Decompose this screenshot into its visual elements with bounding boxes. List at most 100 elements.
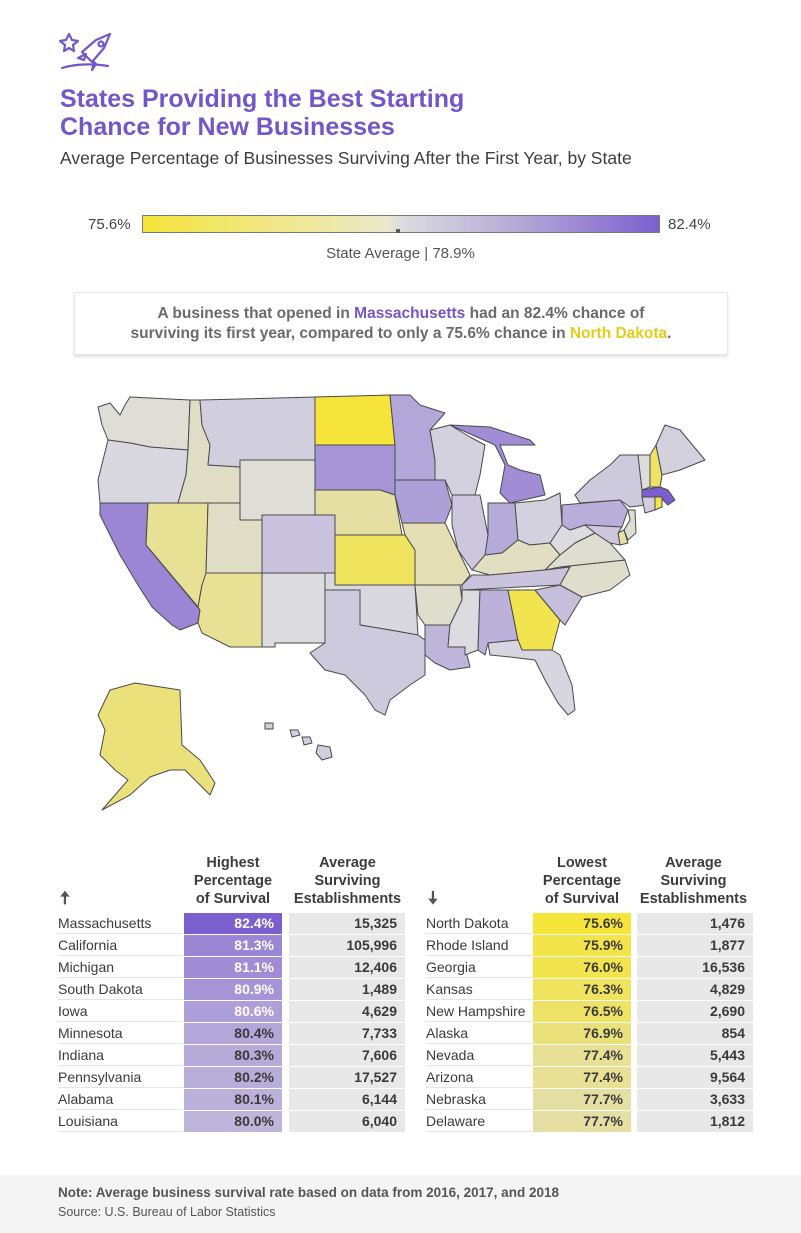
low-row-state: Nebraska — [426, 1089, 532, 1110]
state-AK[interactable] — [97, 682, 216, 811]
high-row-pct: 81.1% — [184, 957, 282, 978]
low-row-state: Arizona — [426, 1067, 532, 1088]
low-est-header-line3: Establishments — [639, 891, 748, 907]
state-NC[interactable] — [559, 559, 631, 598]
state-AZ[interactable] — [197, 572, 263, 648]
state-RI[interactable] — [654, 496, 663, 511]
low-row-establishments: 1,812 — [637, 1111, 753, 1132]
high-row-pct: 80.9% — [184, 979, 282, 1000]
low-row-pct: 75.9% — [533, 935, 631, 956]
high-row-pct: 81.3% — [184, 935, 282, 956]
low-row-state: Rhode Island — [426, 935, 532, 956]
state-MI[interactable] — [449, 424, 546, 504]
low-row-establishments: 854 — [637, 1023, 753, 1044]
high-row-state: Massachusetts — [58, 913, 183, 934]
state-MT[interactable] — [199, 396, 316, 468]
low-row-pct: 77.7% — [533, 1089, 631, 1110]
state-OR[interactable] — [97, 439, 189, 504]
callout-state-low: North Dakota — [569, 325, 668, 342]
state-ND[interactable] — [314, 394, 396, 446]
high-row-pct: 80.0% — [184, 1111, 282, 1132]
legend-average-marker — [396, 229, 400, 233]
high-row-state: Louisiana — [58, 1111, 183, 1132]
high-row-establishments: 4,629 — [289, 1001, 405, 1022]
high-row-pct: 80.1% — [184, 1089, 282, 1110]
legend-average-label: State Average | 78.9% — [326, 245, 475, 262]
arrow-up-icon: 🠅 — [60, 888, 70, 908]
state-KS[interactable] — [334, 534, 416, 586]
low-pct-header-line3: of Survival — [544, 891, 620, 907]
high-row-state: California — [58, 935, 183, 956]
low-row-pct: 75.6% — [533, 913, 631, 934]
state-TN[interactable] — [461, 566, 571, 591]
state-TX[interactable] — [309, 589, 426, 716]
us-choropleth-map — [97, 394, 706, 811]
high-pct-header-line2: Percentage — [193, 873, 273, 889]
high-row-pct: 80.2% — [184, 1067, 282, 1088]
low-row-state: Georgia — [426, 957, 532, 978]
legend-max-label: 82.4% — [668, 216, 711, 233]
high-est-header-line3: Establishments — [293, 891, 402, 907]
state-CO[interactable] — [261, 514, 336, 574]
low-row-establishments: 5,443 — [637, 1045, 753, 1066]
high-row-state: South Dakota — [58, 979, 183, 1000]
state-FL[interactable] — [487, 639, 576, 716]
state-SD[interactable] — [314, 444, 396, 496]
state-MD[interactable] — [584, 524, 623, 546]
low-row-state: Kansas — [426, 979, 532, 1000]
high-row-state: Minnesota — [58, 1023, 183, 1044]
arrow-down-icon: 🠇 — [428, 888, 438, 908]
high-row-establishments: 6,144 — [289, 1089, 405, 1110]
state-NM[interactable] — [261, 572, 326, 648]
low-pct-header-line2: Percentage — [542, 873, 622, 889]
footer-source: Source: U.S. Bureau of Labor Statistics — [58, 1205, 276, 1219]
state-IA[interactable] — [394, 479, 453, 524]
callout-text-4: . — [667, 325, 672, 342]
high-pct-header-line3: of Survival — [195, 891, 271, 907]
high-row-establishments: 7,733 — [289, 1023, 405, 1044]
state-CT[interactable] — [641, 496, 656, 514]
footer-note: Note: Average business survival rate bas… — [58, 1185, 559, 1200]
low-row-pct: 76.9% — [533, 1023, 631, 1044]
low-est-header: Average Surviving Establishments — [636, 854, 751, 908]
high-row-state: Alabama — [58, 1089, 183, 1110]
high-row-state: Pennsylvania — [58, 1067, 183, 1088]
low-row-pct: 76.3% — [533, 979, 631, 1000]
low-row-establishments: 16,536 — [637, 957, 753, 978]
footer-band — [0, 1175, 801, 1233]
state-SC[interactable] — [534, 584, 583, 626]
high-row-pct: 80.6% — [184, 1001, 282, 1022]
low-row-establishments: 9,564 — [637, 1067, 753, 1088]
high-row-establishments: 17,527 — [289, 1067, 405, 1088]
low-row-establishments: 4,829 — [637, 979, 753, 1000]
high-row-establishments: 1,489 — [289, 979, 405, 1000]
state-NH[interactable] — [649, 444, 663, 488]
title-line-2: Chance for New Businesses — [60, 113, 395, 141]
state-ME[interactable] — [655, 424, 706, 476]
high-row-establishments: 105,996 — [289, 935, 405, 956]
low-row-pct: 77.4% — [533, 1067, 631, 1088]
startup-rocket-logo-icon — [58, 32, 112, 72]
low-est-header-line2: Surviving — [660, 873, 727, 889]
title-line-1: States Providing the Best Starting — [60, 85, 465, 113]
state-NJ[interactable] — [623, 509, 637, 541]
page-subtitle: Average Percentage of Businesses Survivi… — [60, 148, 632, 168]
state-WY[interactable] — [239, 459, 316, 521]
low-pct-header: Lowest Percentage of Survival — [532, 854, 632, 908]
state-NY[interactable] — [574, 454, 646, 508]
legend-gradient-bar — [142, 215, 660, 233]
high-row-establishments: 7,606 — [289, 1045, 405, 1066]
low-row-state: Delaware — [426, 1111, 532, 1132]
callout-text-1: A business that opened in — [157, 305, 355, 322]
high-row-pct: 80.3% — [184, 1045, 282, 1066]
low-row-state: North Dakota — [426, 913, 532, 934]
low-row-establishments: 3,633 — [637, 1089, 753, 1110]
high-row-state: Indiana — [58, 1045, 183, 1066]
state-HI[interactable] — [264, 722, 333, 761]
low-row-state: Alaska — [426, 1023, 532, 1044]
highlight-callout: A business that opened in Massachusetts … — [74, 292, 728, 355]
high-pct-header: Highest Percentage of Survival — [183, 854, 283, 908]
low-row-pct: 77.4% — [533, 1045, 631, 1066]
high-row-pct: 82.4% — [184, 913, 282, 934]
high-row-establishments: 15,325 — [289, 913, 405, 934]
